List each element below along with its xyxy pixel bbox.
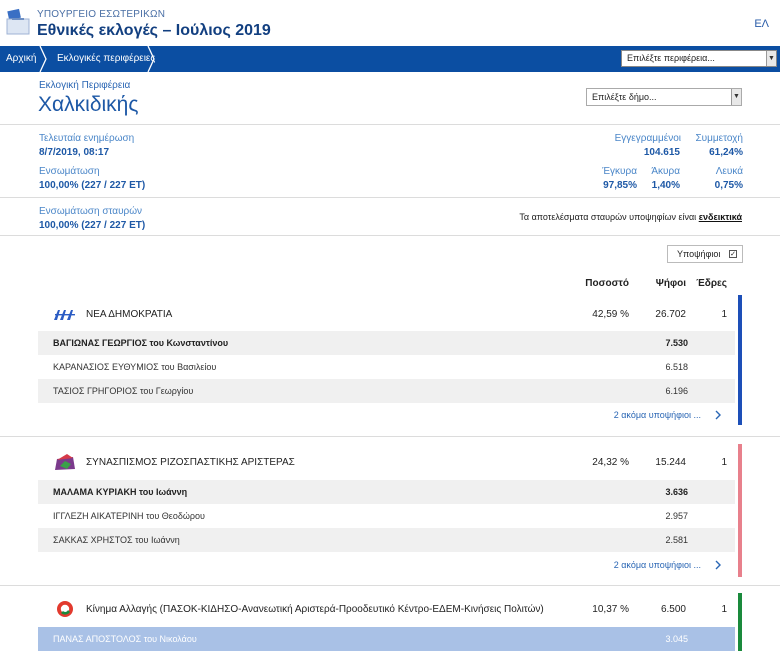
party-color-bar: [738, 295, 742, 425]
more-candidates-link[interactable]: 2 ακόμα υποψήφιοι ...: [613, 410, 701, 420]
kinal-logo-icon: [57, 601, 73, 617]
candidate-row[interactable]: ΚΑΡΑΝΑΣΙΟΣ ΕΥΘΥΜΙΟΣ του Βασιλείου 6.518: [38, 355, 735, 379]
candidate-votes: 2.957: [665, 511, 688, 521]
registered-label: Εγγεγραμμένοι: [614, 133, 681, 144]
candidate-votes: 7.530: [665, 338, 688, 348]
integration-label: Ενσωμάτωση: [39, 166, 100, 177]
candidate-name: ΚΑΡΑΝΑΣΙΟΣ ΕΥΘΥΜΙΟΣ του Βασιλείου: [53, 362, 217, 372]
nd-logo-icon: [54, 310, 75, 320]
divider: [0, 585, 780, 586]
cross-votes-note: Τα αποτελέσματα σταυρών υποψηφίων είναι …: [519, 212, 742, 222]
region-name: Χαλκιδικής: [38, 93, 139, 116]
party-percent: 10,37 %: [592, 604, 629, 615]
party-name[interactable]: ΝΕΑ ΔΗΜΟΚΡΑΤΙΑ: [86, 309, 173, 320]
chevron-right-icon[interactable]: [714, 410, 722, 420]
last-update-value: 8/7/2019, 08:17: [39, 147, 110, 158]
candidate-row[interactable]: ΤΑΣΙΟΣ ΓΡΗΓΟΡΙΟΣ του Γεωργίου 6.196: [38, 379, 735, 403]
candidate-row[interactable]: ΜΑΛΑΜΑ ΚΥΡΙΑΚΗ του Ιωάννη 3.636: [38, 480, 735, 504]
site-title[interactable]: Εθνικές εκλογές – Ιούλιος 2019: [37, 22, 271, 39]
candidate-name: ΠΑΝΑΣ ΑΠΟΣΤΟΛΟΣ του Νικολάου: [53, 634, 197, 644]
candidates-toggle-label: Υποψήφιοι: [677, 249, 721, 259]
language-switch[interactable]: ΕΛ: [754, 18, 769, 30]
candidate-row[interactable]: ΒΑΓΙΩΝΑΣ ΓΕΩΡΓΙΟΣ του Κωνσταντίνου 7.530: [38, 331, 735, 355]
region-select-value: Επιλέξτε περιφέρεια...: [627, 53, 715, 63]
divider: [0, 197, 780, 198]
party-seats: 1: [721, 309, 727, 320]
candidate-votes: 6.196: [665, 386, 688, 396]
indicative-link[interactable]: ενδεικτικά: [698, 212, 742, 222]
blank-label: Λευκά: [715, 166, 743, 177]
candidates-toggle[interactable]: Υποψήφιοι ✓: [667, 245, 743, 263]
party-color-bar: [738, 444, 742, 577]
party-votes: 6.500: [660, 604, 686, 615]
syriza-logo-icon: [55, 454, 75, 470]
candidate-votes: 2.581: [665, 535, 688, 545]
caret-down-icon: ▼: [766, 51, 776, 66]
turnout-value: 61,24%: [709, 147, 743, 158]
column-percent: Ποσοστό: [585, 278, 629, 289]
party-name[interactable]: ΣΥΝΑΣΠΙΣΜΟΣ ΡΙΖΟΣΠΑΣΤΙΚΗΣ ΑΡΙΣΤΕΡΑΣ: [86, 457, 295, 468]
party-percent: 24,32 %: [592, 457, 629, 468]
region-select[interactable]: Επιλέξτε περιφέρεια... ▼: [621, 50, 777, 67]
breadcrumb-regions[interactable]: Εκλογικές περιφέρειες: [57, 53, 156, 64]
more-candidates-link[interactable]: 2 ακόμα υποψήφιοι ...: [613, 560, 701, 570]
chevron-right-icon: [39, 46, 47, 72]
municipality-select[interactable]: Επιλέξτε δήμο... ▼: [586, 88, 742, 106]
candidate-name: ΒΑΓΙΩΝΑΣ ΓΕΩΡΓΙΟΣ του Κωνσταντίνου: [53, 338, 229, 348]
party-name[interactable]: Κίνημα Αλλαγής (ΠΑΣΟΚ-ΚΙΔΗΣΟ-Ανανεωτική …: [86, 604, 544, 615]
valid-label: Έγκυρα: [602, 166, 637, 177]
cross-integration-value: 100,00% (227 / 227 ΕΤ): [39, 220, 146, 231]
caret-down-icon: ▼: [731, 89, 741, 105]
party-seats: 1: [721, 457, 727, 468]
candidate-row[interactable]: ΣΑΚΚΑΣ ΧΡΗΣΤΟΣ του Ιωάννη 2.581: [38, 528, 735, 552]
ballot-box-logo-icon[interactable]: [6, 8, 30, 36]
divider: [0, 436, 780, 437]
last-update-label: Τελευταία ενημέρωση: [39, 133, 135, 144]
ministry-name: ΥΠΟΥΡΓΕΙΟ ΕΣΩΤΕΡΙΚΩΝ: [37, 9, 166, 20]
note-text: Τα αποτελέσματα σταυρών υποψηφίων είναι: [519, 212, 697, 222]
candidate-row[interactable]: ΙΓΓΛΕΖΗ ΑΙΚΑΤΕΡΙΝΗ του Θεοδώρου 2.957: [38, 504, 735, 528]
site-header: ΥΠΟΥΡΓΕΙΟ ΕΣΩΤΕΡΙΚΩΝ Εθνικές εκλογές – Ι…: [0, 0, 780, 46]
divider: [0, 235, 780, 236]
candidate-votes: 3.636: [665, 487, 688, 497]
region-label: Εκλογική Περιφέρεια: [39, 80, 131, 91]
party-color-bar: [738, 593, 742, 651]
column-seats: Έδρες: [696, 278, 727, 289]
candidate-row[interactable]: ΠΑΝΑΣ ΑΠΟΣΤΟΛΟΣ του Νικολάου 3.045: [38, 627, 735, 651]
candidate-name: ΜΑΛΑΜΑ ΚΥΡΙΑΚΗ του Ιωάννη: [53, 487, 188, 497]
candidate-name: ΣΑΚΚΑΣ ΧΡΗΣΤΟΣ του Ιωάννη: [53, 535, 180, 545]
candidate-votes: 3.045: [665, 634, 688, 644]
candidate-votes: 6.518: [665, 362, 688, 372]
candidate-name: ΤΑΣΙΟΣ ΓΡΗΓΟΡΙΟΣ του Γεωργίου: [53, 386, 194, 396]
cross-integration-label: Ενσωμάτωση σταυρών: [39, 206, 143, 217]
integration-value: 100,00% (227 / 227 ΕΤ): [39, 180, 146, 191]
candidate-name: ΙΓΓΛΕΖΗ ΑΙΚΑΤΕΡΙΝΗ του Θεοδώρου: [53, 511, 205, 521]
checkbox-checked-icon[interactable]: ✓: [729, 250, 737, 258]
party-percent: 42,59 %: [592, 309, 629, 320]
party-seats: 1: [721, 604, 727, 615]
registered-value: 104.615: [643, 147, 680, 158]
invalid-label: Άκυρα: [651, 166, 680, 177]
chevron-right-icon: [147, 46, 155, 72]
valid-value: 97,85%: [603, 180, 637, 191]
chevron-right-icon[interactable]: [714, 560, 722, 570]
turnout-label: Συμμετοχή: [695, 133, 743, 144]
party-votes: 15.244: [655, 457, 686, 468]
blank-value: 0,75%: [714, 180, 743, 191]
column-votes: Ψήφοι: [655, 278, 686, 289]
breadcrumb-home[interactable]: Αρχική: [6, 53, 37, 64]
invalid-value: 1,40%: [651, 180, 680, 191]
divider: [0, 124, 780, 125]
municipality-select-value: Επιλέξτε δήμο...: [592, 92, 657, 102]
party-votes: 26.702: [655, 309, 686, 320]
